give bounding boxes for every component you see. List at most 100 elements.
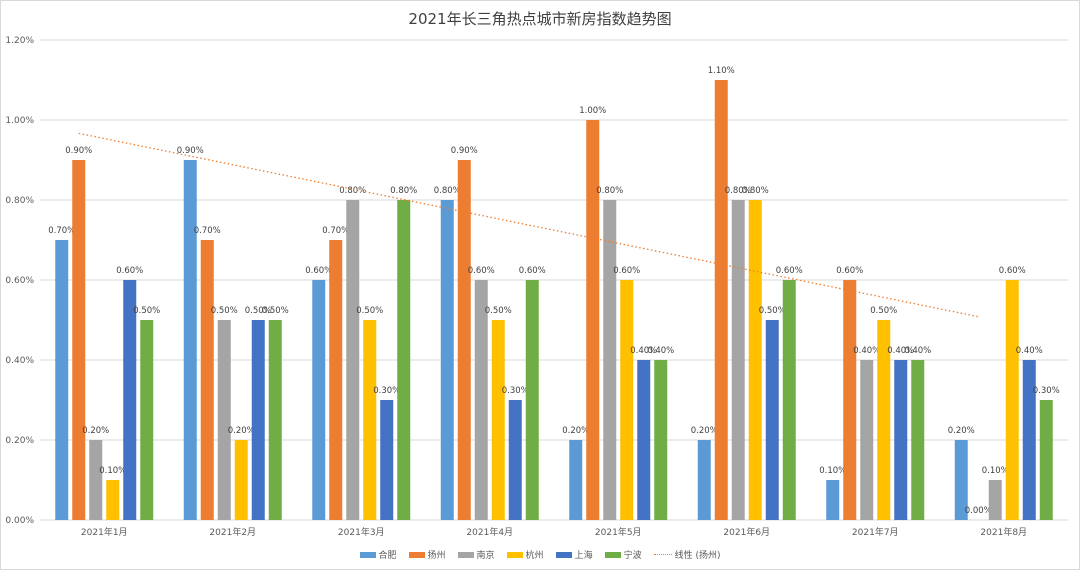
legend-item: 扬州 <box>408 548 446 561</box>
data-label: 0.80% <box>434 186 461 196</box>
data-label: 0.30% <box>502 386 529 396</box>
bar <box>89 440 103 520</box>
data-label: 0.10% <box>99 466 126 476</box>
data-label: 0.80% <box>742 186 769 196</box>
data-label: 0.60% <box>305 266 332 276</box>
bar <box>474 280 488 520</box>
chart-legend: 合肥 扬州 南京 杭州 上海 宁波 线性 (扬州) <box>0 548 1080 561</box>
bar <box>988 480 1002 520</box>
bar <box>183 160 197 520</box>
bar <box>346 200 360 520</box>
x-tick-label: 2021年5月 <box>595 526 642 538</box>
trendline <box>78 132 979 318</box>
y-tick-label: 0.60% <box>5 276 34 286</box>
legend-swatch <box>457 551 474 558</box>
bar <box>860 360 874 520</box>
data-label: 0.40% <box>647 346 674 356</box>
bar <box>251 320 265 520</box>
data-label: 0.60% <box>116 266 143 276</box>
data-label: 0.60% <box>776 266 803 276</box>
data-label: 0.70% <box>48 226 75 236</box>
data-label: 0.50% <box>262 306 289 316</box>
data-label: 0.90% <box>65 146 92 156</box>
data-label: 0.70% <box>194 226 221 236</box>
chart-title: 2021年长三角热点城市新房指数趋势图 <box>408 10 672 28</box>
bar <box>714 80 728 520</box>
bar <box>123 280 137 520</box>
legend-swatch <box>555 551 572 558</box>
y-tick-label: 0.40% <box>5 356 34 366</box>
bar <box>731 200 745 520</box>
bar <box>329 240 343 520</box>
y-tick-label: 0.80% <box>5 196 34 206</box>
bar <box>586 120 600 520</box>
y-tick-label: 0.20% <box>5 436 34 446</box>
data-label: 0.10% <box>982 466 1009 476</box>
y-tick-label: 1.20% <box>5 36 34 46</box>
data-label: 0.40% <box>853 346 880 356</box>
bar <box>1005 280 1019 520</box>
bar <box>620 280 634 520</box>
data-label: 0.80% <box>390 186 417 196</box>
data-label: 0.60% <box>613 266 640 276</box>
data-label: 0.50% <box>133 306 160 316</box>
data-label: 0.40% <box>887 346 914 356</box>
bar <box>363 320 377 520</box>
data-label: 0.90% <box>177 146 204 156</box>
data-label: 0.20% <box>691 426 718 436</box>
bar <box>954 440 968 520</box>
bar <box>55 240 69 520</box>
legend-label: 线性 (扬州) <box>674 551 721 561</box>
bar <box>911 360 925 520</box>
data-label: 0.50% <box>485 306 512 316</box>
legend-label: 合肥 <box>378 551 397 561</box>
x-tick-label: 2021年2月 <box>209 526 256 538</box>
legend-swatch <box>506 551 523 558</box>
bar <box>826 480 840 520</box>
legend-label: 上海 <box>574 551 593 561</box>
bar <box>654 360 668 520</box>
data-label: 0.50% <box>245 306 272 316</box>
bar <box>894 360 908 520</box>
x-tick-label: 2021年8月 <box>980 526 1027 538</box>
legend-item: 南京 <box>457 548 495 561</box>
data-label: 0.10% <box>819 466 846 476</box>
legend-label: 宁波 <box>623 551 642 561</box>
data-label: 0.40% <box>630 346 657 356</box>
bar <box>217 320 231 520</box>
bar <box>697 440 711 520</box>
legend-item: 合肥 <box>359 548 397 561</box>
legend-swatch <box>604 551 621 558</box>
bar <box>1022 360 1036 520</box>
bar <box>491 320 505 520</box>
bar <box>440 200 454 520</box>
legend-item-trendline: 线性 (扬州) <box>653 548 721 561</box>
data-label: 0.80% <box>596 186 623 196</box>
legend-label: 扬州 <box>427 551 446 561</box>
data-label: 0.60% <box>836 266 863 276</box>
bar <box>72 160 86 520</box>
data-label: 0.00% <box>965 506 992 516</box>
bar <box>843 280 857 520</box>
data-label: 0.20% <box>948 426 975 436</box>
data-label: 0.20% <box>228 426 255 436</box>
bar <box>140 320 154 520</box>
legend-item: 杭州 <box>506 548 544 561</box>
data-label: 0.60% <box>468 266 495 276</box>
data-label: 0.30% <box>1033 386 1060 396</box>
data-label: 0.60% <box>519 266 546 276</box>
data-label: 0.80% <box>339 186 366 196</box>
bar <box>508 400 522 520</box>
bar <box>782 280 796 520</box>
data-label: 0.90% <box>451 146 478 156</box>
y-tick-label: 1.00% <box>5 116 34 126</box>
x-tick-label: 2021年7月 <box>852 526 899 538</box>
bar <box>603 200 617 520</box>
y-tick-label: 0.00% <box>5 516 34 526</box>
x-tick-label: 2021年1月 <box>81 526 128 538</box>
data-label: 0.50% <box>356 306 383 316</box>
data-label: 0.30% <box>373 386 400 396</box>
legend-label: 南京 <box>476 551 495 561</box>
bar <box>1039 400 1053 520</box>
